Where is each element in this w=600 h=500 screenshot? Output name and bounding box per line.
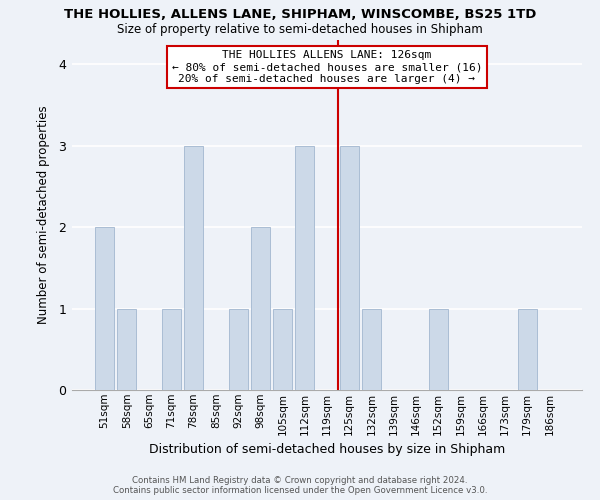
Bar xyxy=(295,146,314,390)
Text: THE HOLLIES ALLENS LANE: 126sqm
← 80% of semi-detached houses are smaller (16)
2: THE HOLLIES ALLENS LANE: 126sqm ← 80% of… xyxy=(172,50,482,84)
Bar xyxy=(518,308,536,390)
Bar xyxy=(162,308,181,390)
Y-axis label: Number of semi-detached properties: Number of semi-detached properties xyxy=(37,106,50,324)
Bar xyxy=(184,146,203,390)
Bar xyxy=(429,308,448,390)
Bar xyxy=(95,227,114,390)
Bar xyxy=(273,308,292,390)
Text: THE HOLLIES, ALLENS LANE, SHIPHAM, WINSCOMBE, BS25 1TD: THE HOLLIES, ALLENS LANE, SHIPHAM, WINSC… xyxy=(64,8,536,20)
Bar xyxy=(229,308,248,390)
Text: Contains HM Land Registry data © Crown copyright and database right 2024.
Contai: Contains HM Land Registry data © Crown c… xyxy=(113,476,487,495)
X-axis label: Distribution of semi-detached houses by size in Shipham: Distribution of semi-detached houses by … xyxy=(149,443,505,456)
Bar xyxy=(340,146,359,390)
Bar xyxy=(118,308,136,390)
Bar xyxy=(362,308,381,390)
Bar xyxy=(251,227,270,390)
Text: Size of property relative to semi-detached houses in Shipham: Size of property relative to semi-detach… xyxy=(117,22,483,36)
